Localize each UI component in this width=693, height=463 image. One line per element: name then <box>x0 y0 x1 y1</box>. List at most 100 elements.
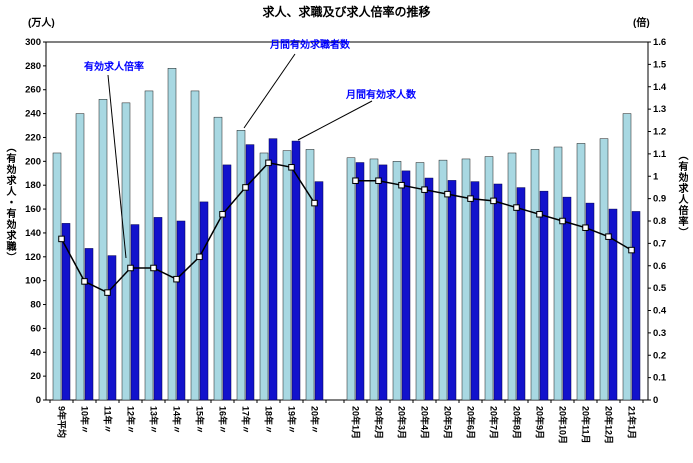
left-axis-tick-label: 160 <box>25 204 41 215</box>
bar-job-seekers <box>530 149 540 401</box>
left-axis-tick-label: 40 <box>30 347 41 358</box>
bar-job-seekers <box>190 90 200 401</box>
bar-job-seekers <box>553 146 563 401</box>
right-axis-unit-label: (倍) <box>633 18 650 29</box>
bar-job-openings <box>608 208 618 401</box>
x-axis-category-label: 20年5月 <box>443 406 454 439</box>
x-axis-category-label: 20年11月 <box>581 406 592 444</box>
right-axis-tick-label: 1.6 <box>653 37 666 48</box>
bar-job-openings <box>84 248 94 401</box>
x-axis-category-label: 19年〃 <box>287 406 298 434</box>
right-axis-tick-label: 1 <box>653 171 659 182</box>
ratio-marker <box>219 211 226 218</box>
bar-job-openings <box>631 211 641 401</box>
right-axis-tick-label: 1.2 <box>653 127 666 138</box>
right-axis-tick-label: 1.3 <box>653 104 666 115</box>
ratio-marker <box>311 199 318 207</box>
x-axis-category-label: 20年1月 <box>351 406 362 439</box>
bar-job-seekers <box>576 143 586 401</box>
bar-job-seekers <box>346 157 356 401</box>
bar-job-seekers <box>484 156 494 401</box>
ratio-marker <box>104 289 111 296</box>
annotation-callout-line <box>107 74 127 259</box>
bar-job-openings <box>245 144 255 401</box>
bar-job-openings <box>539 190 549 401</box>
bar-job-seekers <box>369 158 379 401</box>
right-axis-tick-label: 0 <box>653 395 658 406</box>
x-axis-category-label: 15年〃 <box>195 406 206 434</box>
bar-job-openings <box>516 187 526 401</box>
bar-job-openings <box>199 201 209 401</box>
bar-job-openings <box>470 181 480 401</box>
x-axis-category-label: 20年4月 <box>420 406 431 439</box>
right-axis-tick-label: 0.9 <box>653 194 666 205</box>
left-axis-tick-label: 100 <box>25 276 41 287</box>
annotation-active-job-openings: 月間有効求人数 <box>346 90 416 101</box>
bar-job-seekers <box>415 162 425 401</box>
left-axis-tick-label: 0 <box>36 395 41 406</box>
right-axis-tick-label: 0.3 <box>653 328 666 339</box>
annotation-callout-line <box>297 100 373 141</box>
ratio-marker <box>582 224 589 231</box>
bar-job-openings <box>291 140 301 401</box>
right-axis-tick-label: 0.8 <box>653 216 666 227</box>
bar-job-seekers <box>98 99 108 401</box>
left-axis-tick-label: 180 <box>25 180 41 191</box>
ratio-marker <box>81 278 88 285</box>
bar-job-openings <box>107 255 117 401</box>
left-axis-tick-label: 140 <box>25 228 41 239</box>
annotation-callout-line <box>243 53 296 129</box>
left-axis-tick-label: 300 <box>25 37 41 48</box>
bar-job-openings <box>585 202 595 401</box>
bar-job-seekers <box>236 130 246 401</box>
bar-job-seekers <box>213 116 223 401</box>
bar-job-seekers <box>282 150 292 401</box>
x-axis-category-label: 20年8月 <box>512 406 523 439</box>
bar-job-openings <box>355 162 365 401</box>
annotation-active-job-seekers: 月間有効求職者数 <box>270 40 350 51</box>
x-axis-category-label: 20年9月 <box>535 406 546 439</box>
bar-job-seekers <box>461 158 471 401</box>
bar-job-openings <box>424 177 434 401</box>
bar-job-seekers <box>392 161 402 401</box>
left-axis-tick-label: 20 <box>30 371 41 382</box>
bar-job-seekers <box>622 113 632 401</box>
ratio-marker <box>605 233 612 240</box>
right-axis-tick-label: 0.1 <box>653 373 667 384</box>
left-axis-tick-label: 60 <box>30 323 41 334</box>
bar-job-seekers <box>121 102 131 401</box>
right-axis-tick-label: 0.4 <box>653 306 667 317</box>
right-axis-tick-label: 1.4 <box>653 82 667 93</box>
left-axis-title: （有効求人・有効求職） <box>4 142 15 263</box>
bar-job-openings <box>268 138 278 401</box>
ratio-marker <box>559 217 566 225</box>
bar-job-openings <box>222 164 232 401</box>
bar-job-openings <box>378 164 388 401</box>
ratio-marker <box>628 246 635 254</box>
left-axis-tick-label: 220 <box>25 132 41 143</box>
left-axis-tick-label: 240 <box>25 109 41 120</box>
x-axis-category-label: 20年〃 <box>310 406 321 434</box>
right-axis-tick-label: 1.5 <box>653 59 667 70</box>
left-axis-tick-label: 260 <box>25 85 41 96</box>
left-axis-tick-label: 120 <box>25 252 41 263</box>
left-axis-tick-label: 80 <box>30 300 41 311</box>
bar-job-openings <box>61 223 71 401</box>
bar-job-openings <box>314 181 324 401</box>
x-axis-category-label: 20年6月 <box>466 406 477 439</box>
ratio-marker <box>398 181 405 189</box>
x-axis-category-label: 20年12月 <box>604 406 615 444</box>
bar-job-seekers <box>167 68 177 401</box>
bar-job-seekers <box>259 152 269 401</box>
x-axis-category-label: 20年7月 <box>489 406 500 439</box>
x-axis-category-label: 9年平均 <box>57 406 68 438</box>
ratio-marker <box>265 159 272 167</box>
right-axis-tick-label: 0.6 <box>653 261 666 272</box>
bar-job-seekers <box>144 90 154 401</box>
bar-job-seekers <box>507 152 517 401</box>
left-axis-unit-label: (万人) <box>28 18 55 29</box>
ratio-marker <box>375 177 382 184</box>
bar-job-openings <box>562 196 572 401</box>
